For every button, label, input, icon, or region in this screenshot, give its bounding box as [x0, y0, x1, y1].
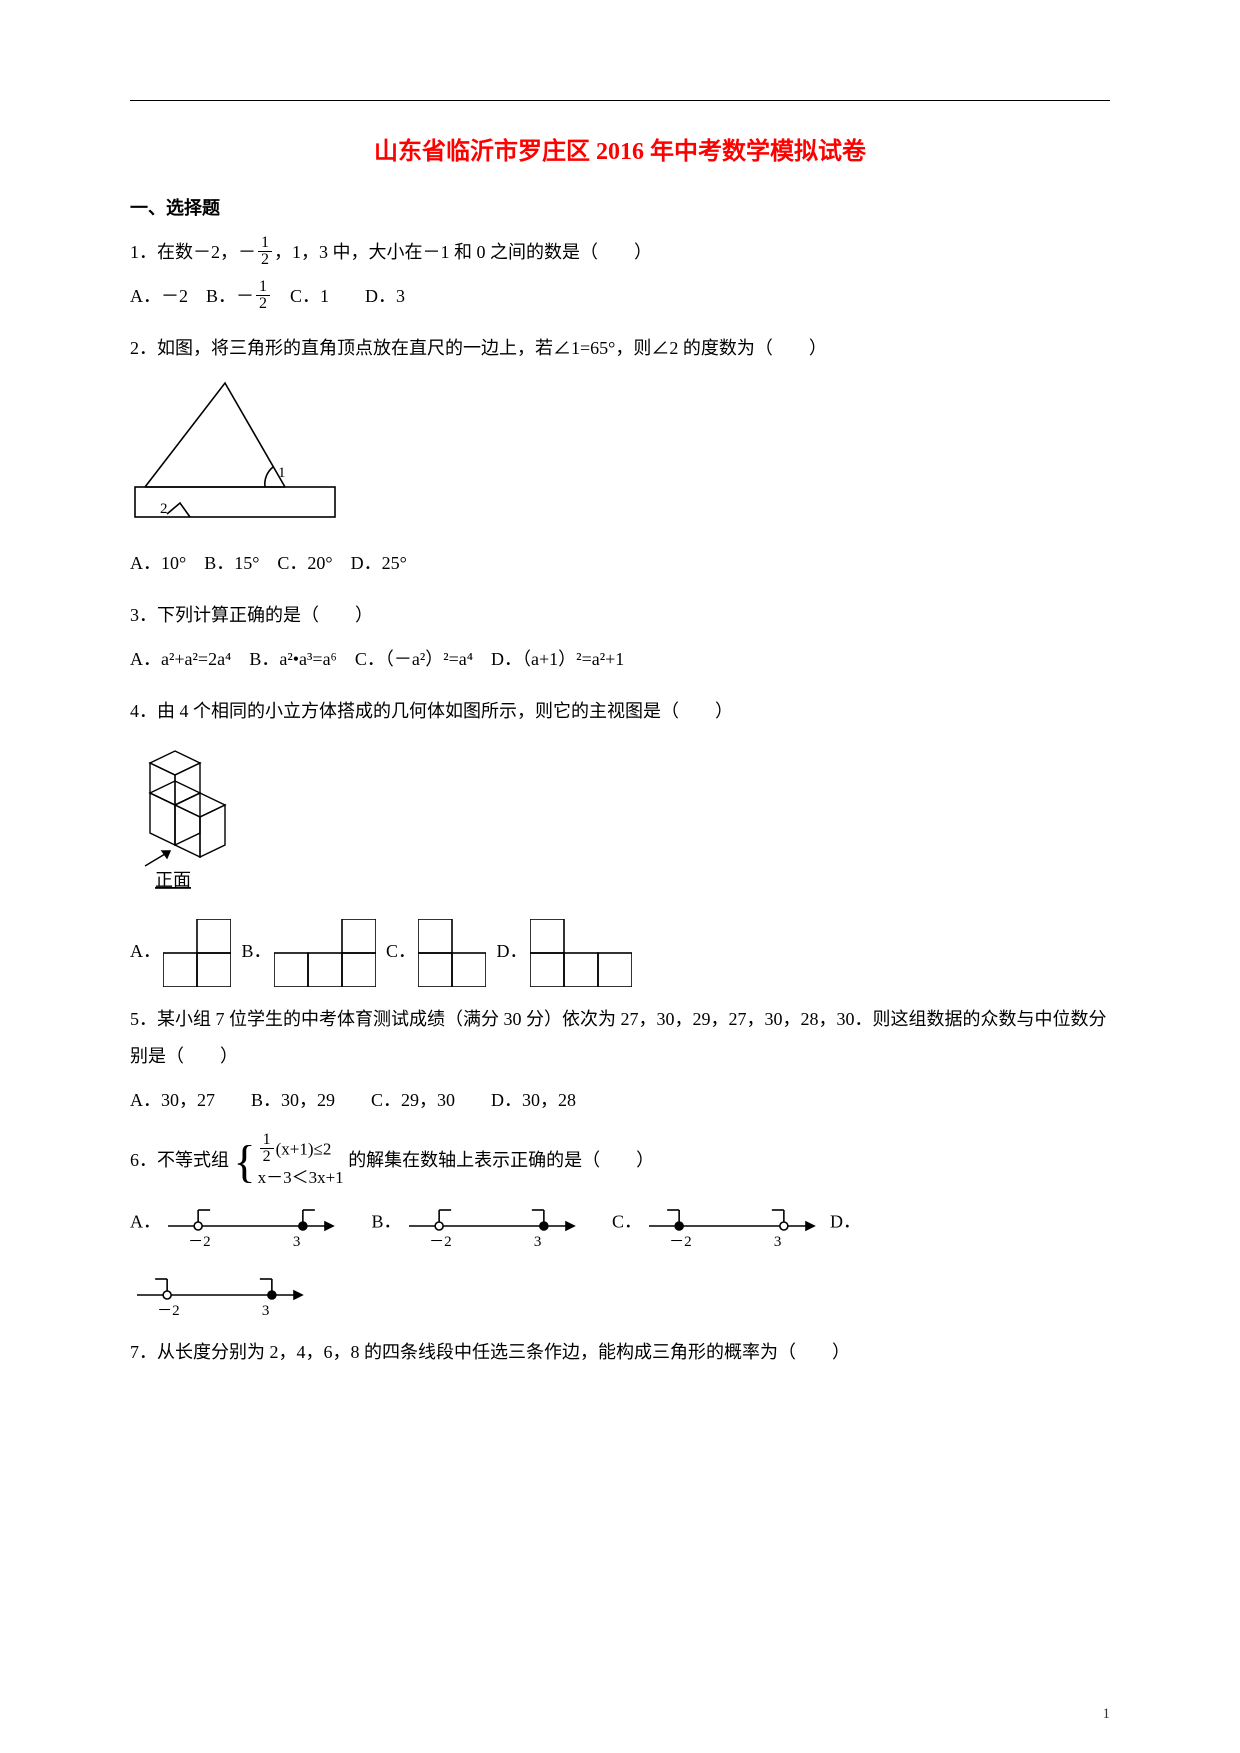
- question-7: 7．从长度分别为 2，4，6，8 的四条线段中任选三条作边，能构成三角形的概率为…: [130, 1334, 1110, 1372]
- question-5: 5．某小组 7 位学生的中考体育测试成绩（满分 30 分）依次为 27，30，2…: [130, 1001, 1110, 1077]
- opt-C-label: C．: [612, 1212, 642, 1232]
- inequality-system: { 12(x+1)≤2 x－3＜3x+1: [234, 1134, 344, 1190]
- angle-2-label: 2: [160, 501, 168, 517]
- q4-options: A． B． C． D．: [130, 919, 1110, 987]
- opt-D-label: D．: [497, 941, 528, 961]
- opt-C-label: C．: [386, 941, 416, 961]
- q2-figure: 1 2: [130, 377, 1110, 527]
- q1-stem-post: ，1，3 中，大小在－1 和 0 之间的数是（ ）: [274, 242, 652, 262]
- opt-B-numberline: 3 －2: [404, 1196, 584, 1251]
- opt-A-label: A．: [130, 1212, 161, 1232]
- opt-C-numberline: 3 －2: [644, 1196, 824, 1251]
- q1-optA-post: C．1 D．3: [272, 286, 405, 306]
- angle-1-label: 1: [278, 465, 286, 481]
- opt-B-shape: [274, 919, 376, 987]
- q1-optA-pre: A．－2 B．－: [130, 286, 254, 306]
- page-number: 1: [1103, 1706, 1111, 1723]
- svg-text:3: 3: [293, 1234, 301, 1250]
- opt-B-label: B．: [242, 941, 272, 961]
- question-3: 3．下列计算正确的是（ ）: [130, 597, 1110, 635]
- q3-options: A．a²+a²=2a⁴ B．a²•a³=a⁶ C．（－a²）²=a⁴ D．（a+…: [130, 641, 1110, 679]
- opt-B-label: B．: [372, 1212, 402, 1232]
- q2-options: A．10° B．15° C．20° D．25°: [130, 545, 1110, 583]
- question-1: 1．在数－2，－12，1，3 中，大小在－1 和 0 之间的数是（ ）: [130, 234, 1110, 272]
- fraction: 12: [258, 235, 272, 268]
- opt-A-label: A．: [130, 941, 161, 961]
- svg-text:－2: －2: [188, 1234, 211, 1250]
- opt-D-numberline: 3 －2: [132, 1265, 312, 1320]
- q1-options: A．－2 B．－12 C．1 D．3: [130, 278, 1110, 316]
- svg-text:3: 3: [262, 1303, 270, 1319]
- fraction: 12: [256, 279, 270, 312]
- opt-A-numberline: 3 －2: [163, 1196, 343, 1251]
- svg-text:－2: －2: [669, 1234, 692, 1250]
- fraction: 12: [260, 1132, 274, 1165]
- opt-A-shape: [163, 919, 231, 987]
- q6-stem-pre: 6．不等式组: [130, 1150, 229, 1170]
- question-6: 6．不等式组 { 12(x+1)≤2 x－3＜3x+1 的解集在数轴上表示正确的…: [130, 1134, 1110, 1190]
- svg-text:3: 3: [533, 1234, 541, 1250]
- opt-D-shape: [530, 919, 632, 987]
- section-header: 一、选择题: [130, 194, 1110, 220]
- opt-D-label: D．: [830, 1212, 861, 1232]
- question-2: 2．如图，将三角形的直角顶点放在直尺的一边上，若∠1=65°，则∠2 的度数为（…: [130, 330, 1110, 368]
- svg-text:－2: －2: [429, 1234, 452, 1250]
- svg-text:－2: －2: [157, 1303, 180, 1319]
- front-label: 正面: [155, 870, 191, 890]
- q5-options: A．30，27 B．30，29 C．29，30 D．30，28: [130, 1082, 1110, 1120]
- q4-figure: 正面: [130, 741, 1110, 901]
- svg-text:3: 3: [774, 1234, 782, 1250]
- q6-stem-post: 的解集在数轴上表示正确的是（ ）: [348, 1150, 654, 1170]
- question-4: 4．由 4 个相同的小立方体搭成的几何体如图所示，则它的主视图是（ ）: [130, 693, 1110, 731]
- q1-stem-pre: 1．在数－2，－: [130, 242, 256, 262]
- opt-C-shape: [418, 919, 486, 987]
- q6-options: A． 3 －2 B． 3 －2 C． 3 －2 D． 3 －2: [130, 1196, 1110, 1320]
- page-title: 山东省临沂市罗庄区 2016 年中考数学模拟试卷: [130, 131, 1110, 166]
